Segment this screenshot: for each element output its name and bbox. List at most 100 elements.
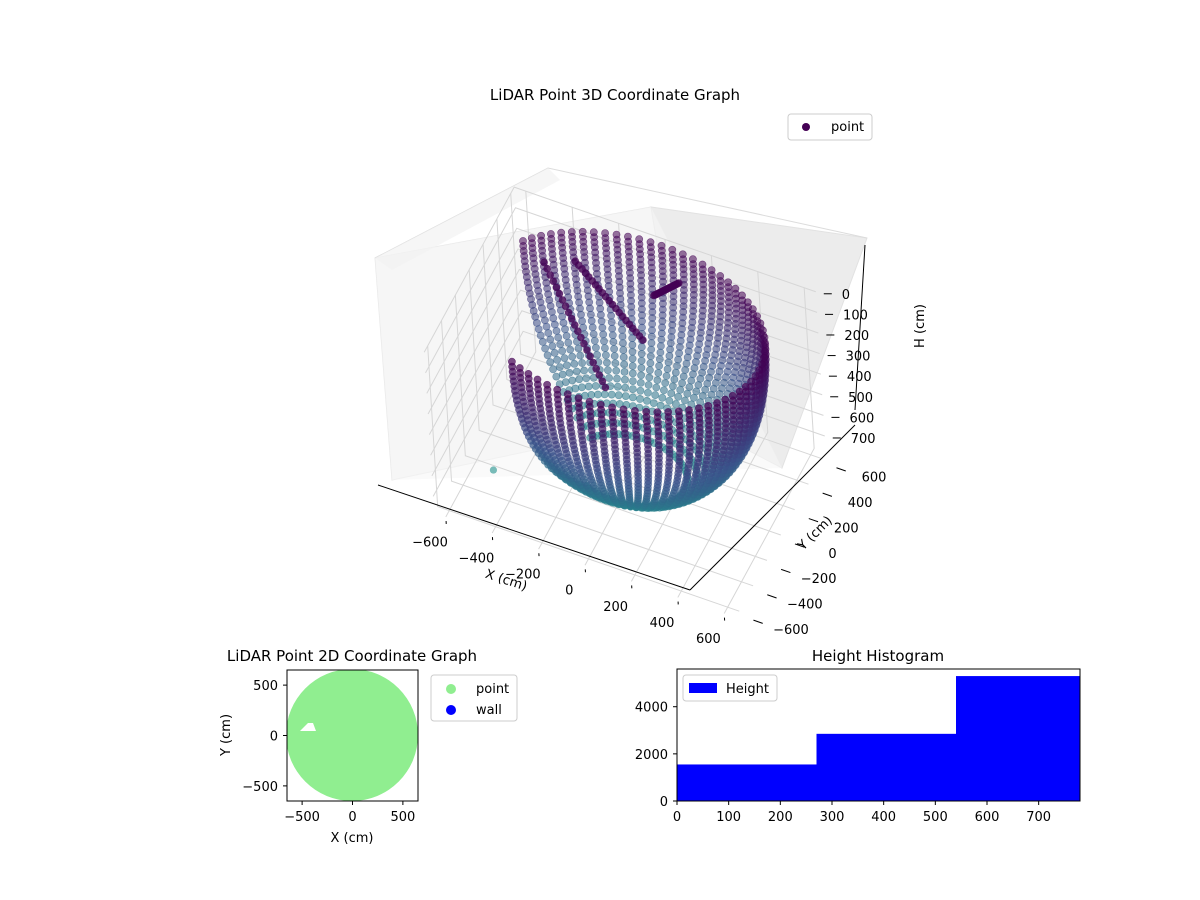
data-point xyxy=(578,383,586,392)
data-point xyxy=(612,366,621,375)
data-point xyxy=(608,324,617,333)
data-point xyxy=(639,336,647,344)
data-point xyxy=(548,342,557,350)
data-point xyxy=(620,367,629,376)
y-tick xyxy=(794,543,805,548)
data-point xyxy=(560,354,569,362)
data-point xyxy=(628,354,637,363)
legend-label-wall: wall xyxy=(476,703,502,718)
data-point xyxy=(549,314,558,323)
data-point xyxy=(565,368,574,377)
x-tick-label: 700 xyxy=(1026,810,1051,825)
data-point xyxy=(694,381,703,389)
data-point xyxy=(598,377,607,386)
data-point xyxy=(558,312,567,321)
x-tick-label: 0 xyxy=(348,810,356,825)
data-point xyxy=(561,302,570,311)
data-point xyxy=(598,323,607,332)
data-point xyxy=(549,277,558,286)
y-tick xyxy=(836,467,846,472)
data-point xyxy=(663,365,672,373)
data-point xyxy=(682,359,691,368)
data-point xyxy=(674,392,683,401)
data-point xyxy=(600,337,608,346)
y-tick-label: 200 xyxy=(834,521,859,536)
grid-line-h xyxy=(425,207,818,374)
x-tick-label: 500 xyxy=(390,810,415,825)
grid-line-y xyxy=(427,345,740,612)
data-point xyxy=(611,359,620,368)
data-point xyxy=(567,314,576,323)
histogram-bar xyxy=(816,733,956,801)
histogram-bar xyxy=(956,676,1080,801)
chart-3d-xticks: −600 −400 −200 0 200 400 600 xyxy=(412,521,726,647)
y-tick-label: −500 xyxy=(242,780,278,795)
data-point xyxy=(558,347,567,355)
data-point xyxy=(591,382,600,390)
data-point xyxy=(596,400,605,409)
z-tick-label: 200 xyxy=(844,329,869,344)
data-point xyxy=(610,352,619,360)
z-tick-label: 700 xyxy=(851,432,876,447)
data-point xyxy=(603,358,611,367)
data-point xyxy=(683,389,692,398)
data-point xyxy=(741,382,750,391)
y-tick-label: 0 xyxy=(660,795,668,810)
data-point xyxy=(646,366,654,375)
data-point xyxy=(554,333,563,342)
x-tick-label: 0 xyxy=(565,584,573,599)
data-point xyxy=(728,391,737,400)
data-point xyxy=(563,390,572,399)
data-point xyxy=(542,322,551,331)
x-tick-label: 300 xyxy=(820,810,845,825)
data-point xyxy=(679,372,688,381)
data-point xyxy=(515,364,524,372)
data-point xyxy=(653,376,662,384)
data-point xyxy=(747,377,755,386)
data-point xyxy=(637,363,646,372)
data-point xyxy=(607,390,616,399)
z-tick-label: 300 xyxy=(846,350,871,365)
data-point xyxy=(665,351,674,360)
data-point xyxy=(601,344,609,352)
data-point xyxy=(658,393,667,402)
data-point xyxy=(643,396,651,405)
x-tick-label: 600 xyxy=(696,632,721,647)
grid-line-y xyxy=(441,320,754,587)
data-point xyxy=(647,332,656,341)
data-point xyxy=(586,352,594,361)
data-point xyxy=(589,358,597,367)
data-point xyxy=(601,383,610,392)
data-point xyxy=(636,386,645,395)
data-point xyxy=(681,366,690,374)
data-point xyxy=(618,325,626,334)
data-point xyxy=(685,383,694,391)
data-point xyxy=(536,331,545,340)
data-point xyxy=(550,320,559,329)
chart-2d-title: LiDAR Point 2D Coordinate Graph xyxy=(227,647,477,665)
data-point xyxy=(713,399,721,407)
data-point xyxy=(652,383,661,392)
data-point xyxy=(721,395,730,404)
x-tick-label: 200 xyxy=(603,600,628,615)
data-point xyxy=(524,369,533,378)
data-point xyxy=(647,339,656,347)
data-point xyxy=(695,404,703,413)
data-point xyxy=(628,340,637,349)
x-tick-label: 0 xyxy=(673,810,681,825)
y-tick xyxy=(822,492,833,497)
data-point xyxy=(602,351,610,360)
data-point xyxy=(657,335,666,344)
y-tick-label: −400 xyxy=(787,598,823,613)
legend-label-point: point xyxy=(831,120,864,135)
y-tick xyxy=(780,568,791,574)
y-tick xyxy=(808,518,819,523)
data-point xyxy=(621,383,630,392)
data-point xyxy=(628,347,637,356)
chart-histogram-legend: Height xyxy=(682,674,778,702)
data-point xyxy=(664,358,673,367)
x-tick-label: 100 xyxy=(716,810,741,825)
data-point xyxy=(555,363,564,371)
data-point xyxy=(662,372,671,380)
data-point xyxy=(687,376,696,385)
